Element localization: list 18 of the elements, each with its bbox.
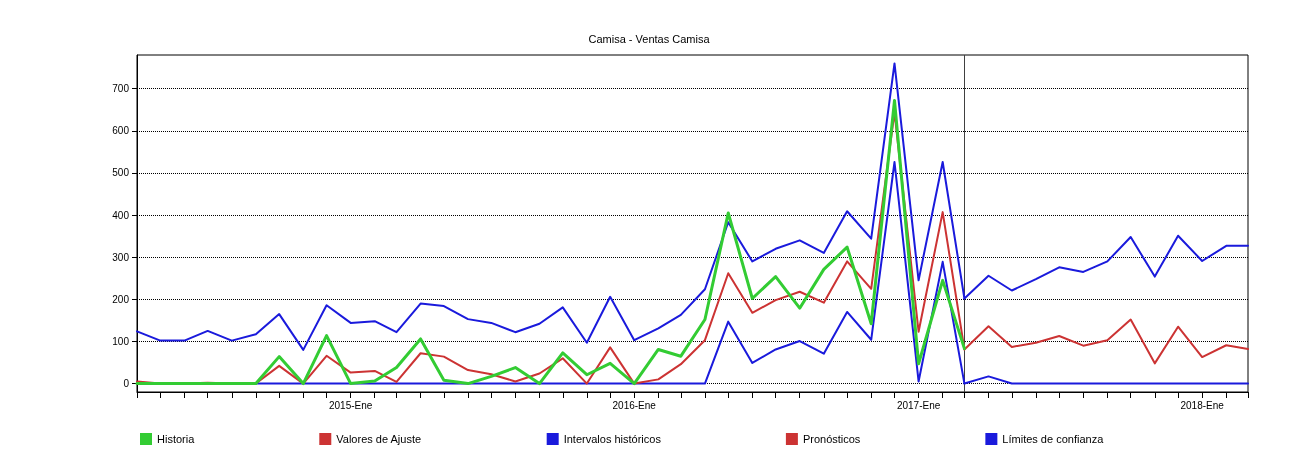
y-tick-label: 0: [123, 378, 130, 390]
legend-label: Intervalos históricos: [563, 433, 662, 445]
legend-label: Valores de Ajuste: [336, 433, 422, 445]
legend-label: Límites de confianza: [1002, 433, 1105, 445]
y-tick-label: 200: [112, 293, 130, 305]
y-tick-label: 300: [112, 251, 130, 263]
y-tick-label: 400: [112, 209, 130, 221]
y-tick-label: 700: [112, 83, 130, 95]
x-tick-label: 2016-Ene: [612, 399, 657, 411]
y-tick-label: 100: [112, 335, 130, 347]
legend-label: Pronósticos: [802, 433, 861, 445]
y-tick-label: 500: [112, 167, 130, 179]
x-tick-label: 2017-Ene: [896, 399, 941, 411]
x-tick-label: 2018-Ene: [1180, 399, 1225, 411]
legend-label: Historia: [157, 433, 196, 445]
y-tick-label: 600: [112, 125, 130, 137]
chart-title: Camisa - Ventas Camisa: [588, 32, 711, 45]
x-tick-label: 2015-Ene: [328, 399, 373, 411]
